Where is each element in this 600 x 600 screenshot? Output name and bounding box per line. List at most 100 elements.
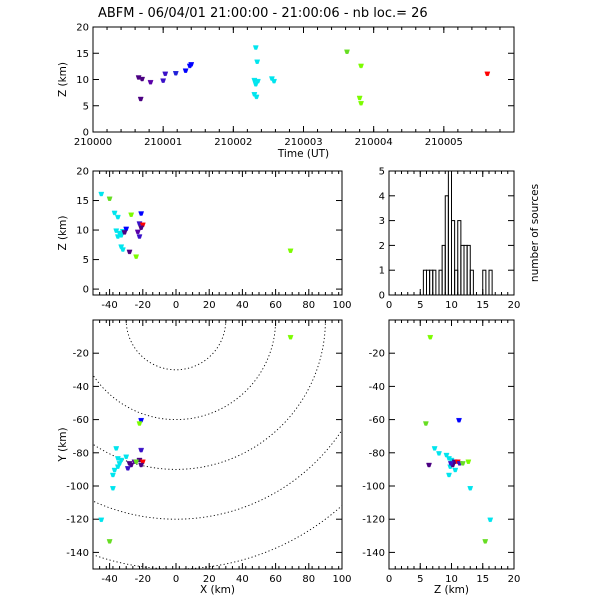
data-point (119, 247, 126, 252)
data-point (422, 421, 429, 426)
data-point (252, 45, 259, 50)
data-point (138, 447, 145, 453)
plot-frame (388, 319, 515, 570)
histogram-bar (469, 269, 474, 295)
x-tick-label: 20 (508, 574, 521, 585)
plot-frame (92, 170, 343, 296)
data-point (447, 461, 454, 466)
x-tick-label: 0 (173, 300, 179, 311)
data-point (98, 517, 105, 522)
histogram-bar (451, 220, 456, 295)
x-tick-label: 210003 (284, 137, 322, 148)
y-tick-label: 3 (379, 216, 385, 227)
data-point (162, 71, 169, 76)
x-tick-label: 10 (445, 300, 458, 311)
y-tick-label: 10 (76, 75, 89, 86)
x-tick-label: 20 (203, 574, 216, 585)
data-point (287, 248, 294, 253)
data-point (467, 486, 474, 491)
plot-frame (92, 319, 343, 570)
x-tick-label: 40 (236, 574, 249, 585)
x-tick-label: 80 (302, 574, 315, 585)
x-tick-label: 40 (236, 300, 249, 311)
histogram-bars (422, 171, 493, 295)
data-point (133, 459, 140, 464)
data-points (98, 335, 294, 544)
panel-z-y: 0 5 10 15 20 -140 -120 -100 -80 -60 -40 -20 Z (km) (362, 319, 521, 596)
data-points (422, 335, 494, 544)
x-tick-label: -20 (135, 300, 151, 311)
data-point (98, 191, 105, 197)
x-tick-label: 210001 (144, 137, 182, 148)
y-tick-label: 5 (83, 101, 89, 112)
data-point (123, 454, 130, 459)
y-tick-label: 1 (379, 266, 385, 277)
x-tick-label: 100 (332, 300, 351, 311)
x-tick-label: 15 (476, 574, 489, 585)
y-tick-label: 10 (76, 226, 89, 237)
data-point (358, 101, 364, 106)
panel-x-y-map: -40 -20 0 20 40 60 80 100 -140 -120 -100 -80 -60 -40 -… (57, 319, 352, 596)
data-point (465, 459, 472, 464)
data-point (456, 418, 462, 423)
data-point (115, 464, 121, 469)
figure-title: ABFM - 06/04/01 21:00:00 - 21:00:06 - nb… (98, 6, 428, 21)
plot-panels: 210000 210001 210002 210003 210004 2100050510… (57, 23, 541, 597)
data-point (139, 76, 145, 82)
y-axis-label: number of sources (529, 184, 541, 282)
data-point (254, 59, 261, 64)
y-tick-label: -140 (66, 548, 89, 559)
data-point (123, 226, 130, 232)
data-point (106, 196, 113, 201)
data-point (271, 78, 277, 84)
y-tick-label: 15 (76, 196, 89, 207)
data-point (138, 418, 145, 423)
y-tick-label: -80 (73, 448, 89, 459)
y-tick-label: 20 (76, 167, 89, 178)
data-point (128, 462, 135, 468)
data-point (484, 71, 491, 76)
data-point (115, 234, 121, 239)
data-point (172, 71, 179, 76)
data-point (188, 62, 195, 67)
data-point (138, 225, 145, 230)
x-tick-label: 5 (417, 300, 423, 311)
y-tick-label: -120 (66, 515, 89, 526)
data-point (133, 254, 140, 259)
histogram-bar (482, 269, 487, 295)
y-tick-label: -140 (362, 548, 385, 559)
x-tick-label: 80 (302, 300, 315, 311)
y-tick-label: 4 (379, 191, 385, 202)
y-tick-label: 20 (76, 23, 89, 34)
x-axis-label: X (km) (200, 584, 235, 596)
y-tick-label: -100 (362, 482, 385, 493)
data-point (111, 210, 118, 216)
y-tick-label: 5 (379, 167, 385, 178)
y-tick-label: 2 (379, 241, 385, 252)
y-tick-label: 0 (83, 285, 89, 296)
data-point (121, 230, 128, 235)
data-point (344, 49, 350, 54)
histogram-bar (432, 269, 437, 295)
data-point (358, 63, 364, 69)
x-tick-label: 60 (269, 300, 282, 311)
x-tick-label: 15 (476, 300, 489, 311)
x-tick-label: 10 (445, 574, 458, 585)
data-point (106, 539, 113, 544)
y-tick-label: -120 (362, 515, 385, 526)
data-point (253, 94, 260, 100)
data-point (138, 211, 145, 216)
x-tick-label: 210005 (425, 137, 463, 148)
x-tick-label: -20 (135, 574, 151, 585)
data-point (110, 472, 116, 478)
data-point (160, 78, 167, 83)
data-point (110, 486, 116, 491)
data-point (452, 467, 459, 473)
x-tick-label: 0 (173, 574, 179, 585)
x-tick-label: 5 (417, 574, 423, 585)
x-tick-label: 20 (203, 300, 216, 311)
y-tick-label: -60 (369, 415, 385, 426)
data-point (128, 212, 135, 217)
x-tick-label: 60 (269, 574, 282, 585)
histogram-bar (488, 269, 493, 295)
